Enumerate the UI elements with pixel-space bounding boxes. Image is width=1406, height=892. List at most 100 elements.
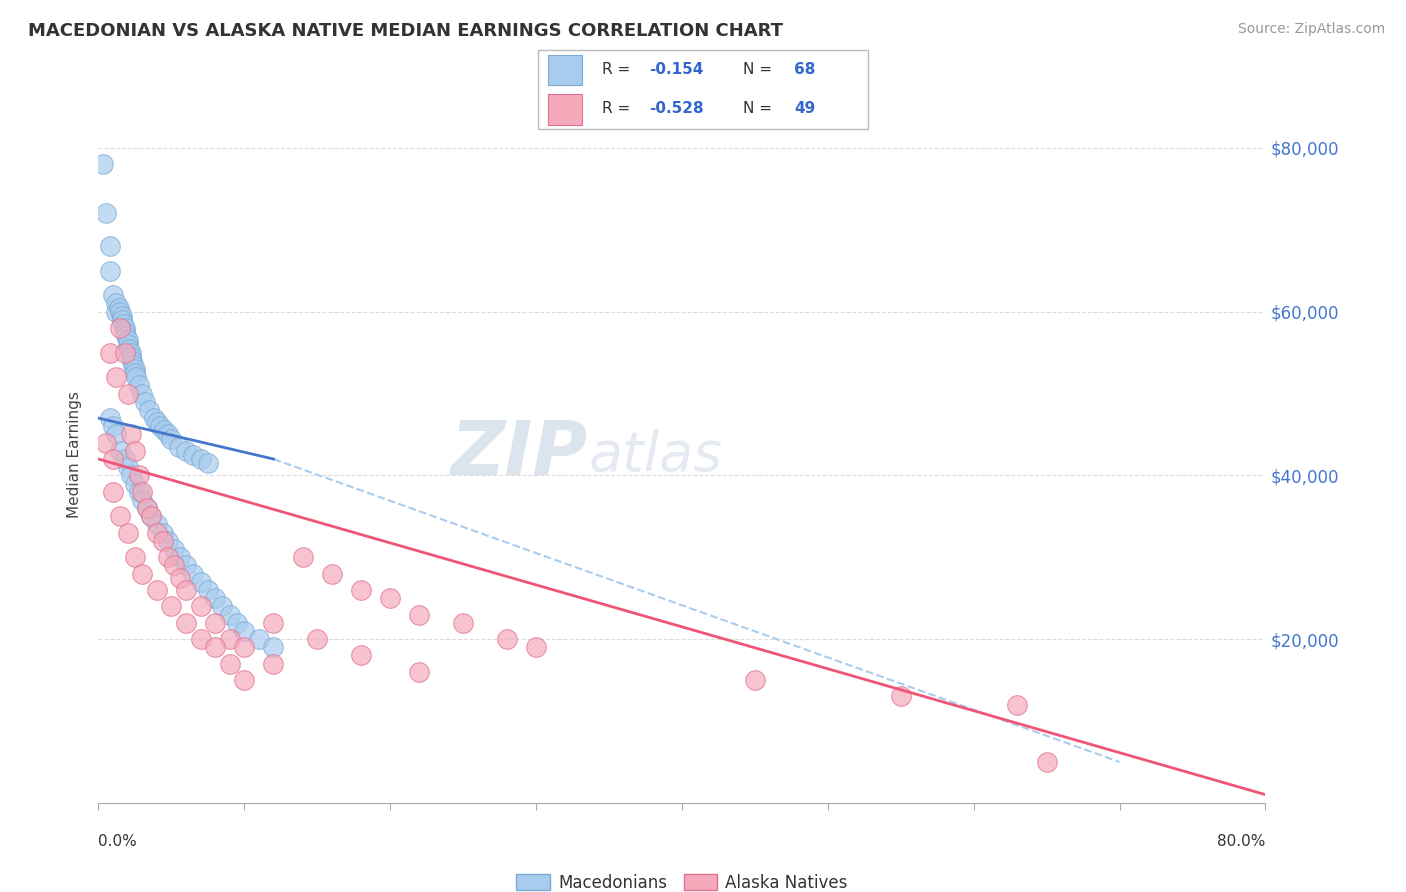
Point [181, 448, 204, 462]
Point [120, 345, 142, 359]
Point [117, 386, 139, 401]
Point [218, 607, 240, 622]
Point [146, 525, 169, 540]
Text: N =: N = [744, 62, 778, 78]
Point [98, 345, 121, 359]
Point [378, 591, 402, 606]
Point [174, 582, 197, 597]
Point [218, 657, 240, 671]
Point [120, 427, 142, 442]
Point [111, 309, 134, 323]
Point [247, 632, 270, 646]
Point [262, 640, 284, 655]
Point [226, 615, 249, 630]
Point [524, 640, 547, 655]
Text: R =: R = [602, 101, 636, 116]
Point [131, 484, 153, 499]
Point [160, 599, 183, 614]
Point [131, 386, 153, 401]
Point [138, 403, 160, 417]
Point [157, 550, 180, 565]
FancyBboxPatch shape [537, 50, 869, 128]
Point [291, 550, 314, 565]
Point [190, 599, 212, 614]
Point [495, 632, 517, 646]
Point [890, 690, 912, 704]
Point [128, 468, 150, 483]
Point [146, 517, 169, 532]
Point [135, 501, 157, 516]
Point [181, 566, 204, 581]
Point [160, 432, 183, 446]
Point [98, 239, 121, 253]
Point [1035, 755, 1057, 769]
Point [307, 632, 329, 646]
Point [174, 615, 197, 630]
Point [112, 317, 135, 331]
Point [101, 419, 124, 434]
Point [117, 525, 139, 540]
Point [101, 484, 124, 499]
Point [163, 558, 186, 573]
Point [233, 624, 256, 638]
Point [124, 550, 146, 565]
FancyBboxPatch shape [548, 54, 582, 86]
Point [204, 615, 226, 630]
Point [190, 574, 212, 589]
Point [114, 325, 136, 339]
Point [98, 411, 121, 425]
Point [350, 582, 373, 597]
Point [321, 566, 343, 581]
Text: R =: R = [602, 62, 636, 78]
Point [197, 456, 219, 470]
Point [157, 427, 180, 442]
Point [110, 443, 132, 458]
Text: 68: 68 [794, 62, 815, 78]
Point [146, 582, 169, 597]
Point [114, 452, 136, 467]
Text: ZIP: ZIP [451, 418, 589, 491]
Point [91, 157, 114, 171]
Point [233, 640, 256, 655]
Point [152, 533, 174, 548]
Point [744, 673, 766, 687]
Point [104, 296, 127, 310]
Point [124, 366, 146, 380]
Point [146, 415, 169, 429]
Point [451, 615, 474, 630]
Point [104, 304, 127, 318]
Point [120, 468, 142, 483]
Point [110, 304, 132, 318]
Point [134, 394, 156, 409]
Point [117, 334, 139, 348]
Point [211, 599, 233, 614]
Point [153, 423, 176, 437]
Point [174, 558, 197, 573]
Point [110, 509, 132, 524]
Point [139, 509, 162, 524]
Point [174, 443, 197, 458]
Text: 80.0%: 80.0% [1218, 834, 1265, 849]
Y-axis label: Median Earnings: Median Earnings [67, 392, 83, 518]
Point [218, 632, 240, 646]
Point [128, 484, 150, 499]
Point [101, 452, 124, 467]
Point [157, 533, 180, 548]
Point [118, 342, 141, 356]
Point [163, 542, 186, 557]
Point [122, 358, 145, 372]
Point [94, 435, 117, 450]
Point [167, 440, 190, 454]
Point [128, 378, 150, 392]
Point [104, 427, 127, 442]
Point [142, 411, 165, 425]
Point [197, 582, 219, 597]
Point [117, 460, 139, 475]
Point [204, 640, 226, 655]
Point [408, 607, 430, 622]
Point [124, 443, 146, 458]
Point [114, 345, 136, 359]
FancyBboxPatch shape [548, 94, 582, 125]
Point [152, 525, 174, 540]
Point [108, 301, 131, 315]
